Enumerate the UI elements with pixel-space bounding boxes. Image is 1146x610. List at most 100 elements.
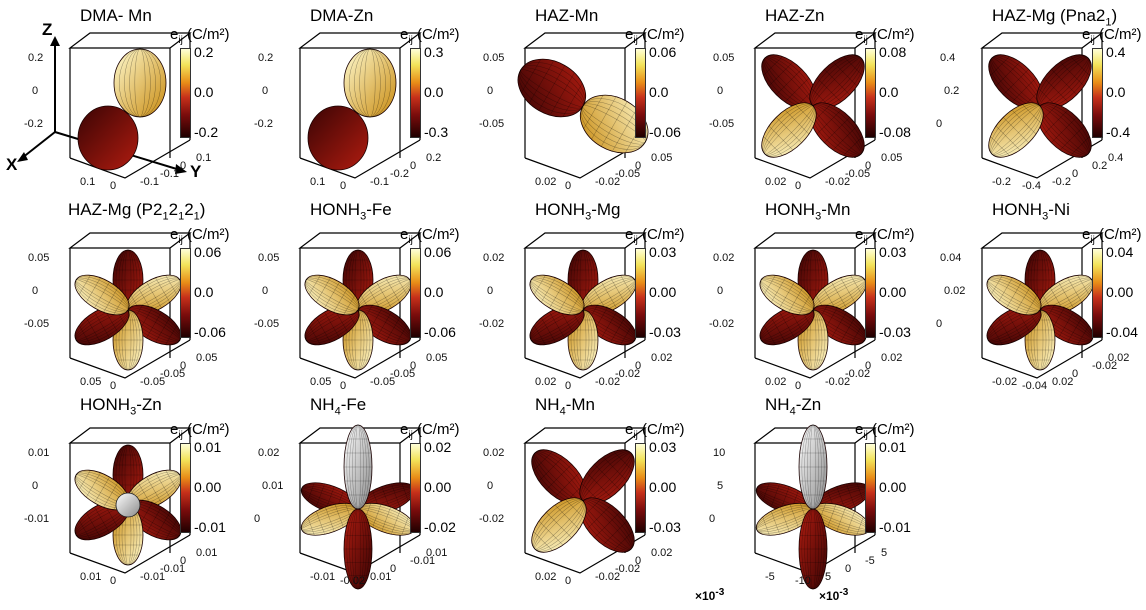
colorbar-max: 0.08 [879,44,907,60]
xy-tick-label: 0 [410,160,417,172]
xy-tick-label: 0.02 [881,352,903,364]
xy-tick-label: -0.2 [390,168,409,180]
colorbar [1092,48,1103,138]
lobe-positive [357,502,416,536]
xy-tick-label: -0.02 [1092,360,1118,372]
z-tick-label: 0.01 [28,447,50,459]
xy-tick-label: -0.05 [140,376,166,388]
z-tick-label: 10 [713,447,726,459]
colorbar-mid: 0.0 [879,84,899,100]
orientation-surface-plot [980,232,1104,379]
colorbar-max: 0.03 [879,244,907,260]
colorbar-max: 0.4 [1106,44,1126,60]
colorbar-mid: 0.0 [424,284,444,300]
z-tick-label: 0 [254,513,261,525]
orientation-surface-plot [980,32,1104,179]
colorbar [410,248,421,338]
z-tick-label: 0 [709,513,716,525]
colorbar-label: eij (C/m²) [855,421,915,441]
xy-tick-label: 0.02 [765,376,787,388]
xy-tick-label: -0.02 [992,376,1018,388]
lobe-negative [126,304,182,346]
xy-tick-label: 0.1 [80,176,96,188]
z-tick-label: 0.02 [483,252,505,264]
panel-title: DMA- Mn [80,6,152,25]
xy-tick-label: 0.02 [651,352,673,364]
colorbar-min: -0.06 [194,324,226,340]
colorbar-max: 0.06 [194,244,222,260]
colorbar [180,443,191,533]
lobe-positive [988,102,1044,158]
colorbar-mid: 0.0 [194,84,214,100]
xy-tick-label: 0.05 [310,376,332,388]
colorbar-label: eij (C/m²) [625,421,685,441]
colorbar-max: 0.3 [424,44,444,60]
panel-title: HAZ-Mg (P212121) [68,200,206,223]
lobe-positive [304,274,360,316]
z-tick-label: -0.02 [479,318,505,330]
colorbar-max: 0.03 [649,244,677,260]
z-tick-label: -0.05 [24,318,50,330]
colorbar-mid: 0.00 [1106,284,1134,300]
xy-tick-label: -0.05 [390,368,416,380]
colorbar-label: eij (C/m²) [1082,226,1142,246]
panel-title: HONH3-Fe [310,200,392,223]
colorbar-label: eij (C/m²) [625,26,685,46]
z-tick-label: 0 [32,480,39,492]
xy-tick-label: 0 [340,380,347,392]
z-tick-label: 0 [32,85,39,97]
xy-tick-label: 0 [865,160,872,172]
xy-tick-label: 0 [180,360,187,372]
z-tick-label: -0.05 [254,318,280,330]
colorbar-max: 0.01 [879,439,907,455]
z-tick-label: 0 [487,285,494,297]
xy-tick-label: 0.05 [881,152,903,164]
colorbar [635,48,646,138]
colorbar-max: 0.06 [649,44,677,60]
z-tick-label: 0.2 [258,52,274,64]
colorbar [865,48,876,138]
colorbar-mid: 0.0 [424,84,444,100]
colorbar [180,48,191,138]
z-tick-label: 0.02 [483,447,505,459]
z-tick-label: -0.2 [254,118,273,130]
colorbar [865,443,876,533]
xy-tick-label: -0.05 [615,168,641,180]
lobe-positive [761,102,817,158]
panel-title: HONH3-Mn [765,200,851,223]
xy-tick-label: 0 [795,380,802,392]
xy-tick-label: -0.02 [825,376,851,388]
orientation-surface-plot [523,232,647,379]
xy-tick-label: -0.02 [825,176,851,188]
z-tick-label: 0.05 [483,52,505,64]
colorbar-mid: 0.0 [649,84,669,100]
z-tick-label: 0 [262,85,269,97]
xy-tick-label: 0 [635,360,642,372]
xy-tick-label: 0 [635,160,642,172]
xy-tick-label: -0.04 [1022,380,1048,392]
z-tick-label: 5 [717,480,724,492]
z-tick-label: 0 [936,118,943,130]
colorbar-label: eij (C/m²) [400,226,460,246]
z-tick-label: 0 [717,285,724,297]
colorbar-mid: 0.00 [194,479,222,495]
colorbar-min: -0.01 [194,519,226,535]
lobe-positive [74,274,130,316]
xy-tick-label: 0.02 [535,176,557,188]
xy-tick-label: 0 [340,180,347,192]
xy-tick-label: 0.1 [310,176,326,188]
colorbar-mid: 0.00 [879,284,907,300]
xy-tick-label: -0.2 [1052,176,1071,188]
z-axis-label: Z [42,20,53,39]
xy-tick-label: -0.05 [845,168,871,180]
xy-tick-label: 0.02 [535,571,557,583]
colorbar-max: 0.06 [424,244,452,260]
colorbar-max: 0.02 [424,439,452,455]
xy-tick-label: 5 [825,571,832,583]
colorbar-max: 0.01 [194,439,222,455]
colorbar [180,248,191,338]
panel-title: HAZ-Zn [765,6,825,25]
z-tick-label: -0.2 [24,118,43,130]
orientation-surface-plot [517,32,649,179]
lobe-positive [579,94,649,154]
